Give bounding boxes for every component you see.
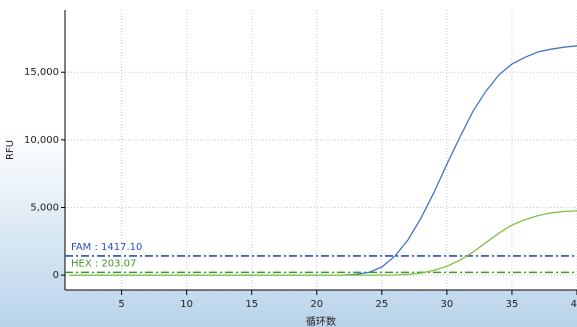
y-tick-label: 0 [53, 270, 59, 281]
x-tick-label: 30 [441, 299, 454, 310]
x-tick-label: 20 [310, 299, 323, 310]
x-tick-label: 15 [245, 299, 258, 310]
x-axis-label: 循环数 [306, 315, 336, 327]
x-tick-label: 5 [118, 299, 124, 310]
x-tick-label: 10 [180, 299, 193, 310]
plot-area [65, 10, 577, 290]
threshold-label: HEX : 203.07 [71, 258, 136, 269]
x-tick-label: 35 [506, 299, 519, 310]
y-tick-label: 5,000 [30, 202, 59, 213]
y-tick-label: 10,000 [24, 135, 59, 146]
y-tick-label: 15,000 [24, 67, 59, 78]
amplification-curve [69, 210, 577, 276]
threshold-label: FAM : 1417.10 [71, 242, 142, 253]
x-tick-label: 40 [571, 299, 577, 310]
y-axis-label: RFU [5, 140, 16, 160]
x-tick-label: 25 [375, 299, 388, 310]
